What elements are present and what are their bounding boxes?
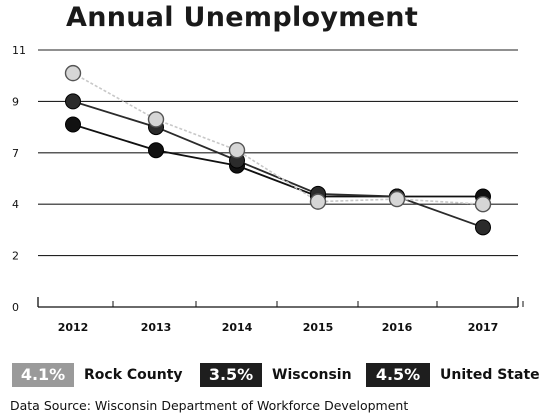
- legend-label-wisconsin: Wisconsin: [272, 367, 352, 383]
- x-tick-label: 2015: [303, 321, 334, 334]
- x-tick-label: 2013: [141, 321, 172, 334]
- x-tick-label: 2017: [468, 321, 499, 334]
- y-axis-ticks: 0 2 4 7 9 11: [12, 44, 26, 314]
- series-line-united-states: [72, 123, 483, 198]
- point-united-states: [148, 142, 164, 159]
- point-rock-county: [228, 142, 246, 159]
- y-tick-label: 9: [12, 95, 19, 108]
- point-wisconsin: [475, 219, 491, 236]
- chart-title: Annual Unemployment: [66, 2, 419, 33]
- x-tick-label: 2012: [58, 321, 89, 334]
- series-lines: [72, 72, 484, 229]
- point-rock-county: [388, 190, 406, 208]
- legend-badge-united-states: 4.5%: [366, 363, 430, 387]
- point-united-states: [65, 116, 81, 133]
- gridlines: [38, 49, 518, 257]
- point-rock-county: [64, 64, 82, 82]
- x-tick-label: 2014: [222, 321, 253, 334]
- series-line-rock-county: [72, 72, 484, 205]
- point-rock-county: [309, 193, 327, 210]
- series-points: [64, 64, 492, 236]
- point-rock-county: [147, 111, 165, 128]
- x-tick-label: 2016: [382, 321, 413, 334]
- legend: 4.1% Rock County 3.5% Wisconsin 4.5% Uni…: [0, 360, 540, 390]
- point-wisconsin: [65, 93, 81, 110]
- y-tick-label: 0: [12, 301, 19, 314]
- line-chart: 0 2 4 7 9 11 2012 2013 2014 2015 2016 2017: [12, 44, 524, 334]
- y-tick-label: 4: [12, 198, 19, 211]
- point-rock-county: [474, 195, 492, 213]
- legend-label-rock-county: Rock County: [84, 367, 183, 383]
- y-tick-label: 2: [12, 250, 19, 263]
- y-tick-label: 11: [12, 44, 26, 57]
- x-axis: 2012 2013 2014 2015 2016 2017: [37, 297, 524, 334]
- legend-badge-rock-county: 4.1%: [12, 363, 74, 387]
- legend-badge-wisconsin: 3.5%: [200, 363, 262, 387]
- series-line-wisconsin: [72, 100, 484, 229]
- y-tick-label: 7: [12, 147, 19, 160]
- legend-label-united-states: United States: [440, 367, 540, 383]
- data-source-note: Data Source: Wisconsin Department of Wor…: [10, 398, 409, 413]
